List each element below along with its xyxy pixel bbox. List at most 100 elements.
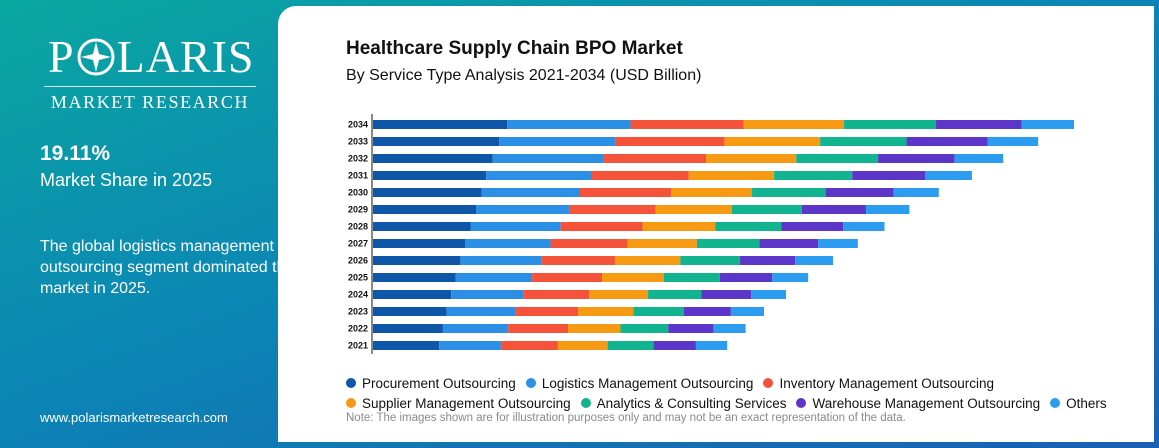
website-link[interactable]: www.polarismarketresearch.com bbox=[40, 410, 228, 425]
bar-segment bbox=[627, 239, 697, 248]
legend-label: Logistics Management Outsourcing bbox=[541, 375, 754, 391]
legend-item: Warehouse Management Outsourcing bbox=[796, 394, 1040, 412]
bar-segment bbox=[893, 188, 939, 197]
bar-segment bbox=[954, 154, 1004, 163]
bar-segment bbox=[550, 239, 628, 248]
legend-dot-icon bbox=[763, 378, 774, 388]
info-panel: P LARIS MARKET RESEARCH 19.11% Market Sh… bbox=[0, 0, 294, 448]
bar-segment bbox=[620, 324, 669, 333]
bar-segment bbox=[695, 341, 728, 350]
bar-segment bbox=[1021, 120, 1075, 129]
bar-segment bbox=[602, 273, 664, 282]
bar-segment bbox=[688, 171, 775, 180]
bar-segment bbox=[648, 290, 702, 299]
bar-segment bbox=[759, 239, 819, 248]
logo-divider bbox=[44, 86, 256, 87]
bar-segment bbox=[663, 273, 720, 282]
y-tick-label: 2027 bbox=[348, 239, 368, 249]
chart-title: Healthcare Supply Chain BPO Market bbox=[346, 38, 683, 59]
legend-item: Inventory Management Outsourcing bbox=[763, 374, 994, 392]
bar-segment bbox=[906, 137, 988, 146]
bar-segment bbox=[603, 154, 707, 163]
legend-dot-icon bbox=[1050, 398, 1061, 408]
bar-segment bbox=[373, 154, 493, 163]
bar-segment bbox=[499, 137, 616, 146]
brand-logo: P LARIS bbox=[48, 30, 255, 83]
y-tick-label: 2032 bbox=[348, 154, 368, 164]
bar-segment bbox=[557, 341, 608, 350]
legend-label: Analytics & Consulting Services bbox=[596, 395, 787, 411]
bar-segment bbox=[507, 120, 631, 129]
bar-segment bbox=[373, 239, 465, 248]
bar-segment bbox=[515, 307, 579, 316]
bar-segment bbox=[541, 256, 615, 265]
disclaimer-note: Note: The images shown are for illustrat… bbox=[346, 412, 906, 424]
y-tick-label: 2028 bbox=[348, 222, 368, 232]
bar-segment bbox=[630, 120, 744, 129]
bar-segment bbox=[591, 171, 689, 180]
bar-segment bbox=[671, 188, 753, 197]
bar-segment bbox=[373, 256, 461, 265]
bar-segment bbox=[825, 188, 894, 197]
bar-segment bbox=[752, 188, 826, 197]
bar-segment bbox=[668, 324, 714, 333]
bar-segment bbox=[724, 137, 821, 146]
bar-segment bbox=[655, 205, 732, 214]
bar-segment bbox=[481, 188, 580, 197]
legend-label: Supplier Management Outsourcing bbox=[362, 395, 571, 411]
bar-segment bbox=[373, 222, 471, 231]
bar-segment bbox=[615, 137, 725, 146]
bar-segment bbox=[373, 273, 456, 282]
y-tick-label: 2022 bbox=[348, 324, 368, 334]
legend-item: Procurement Outsourcing bbox=[346, 374, 516, 392]
bar-segment bbox=[446, 307, 516, 316]
bar-segment bbox=[439, 341, 501, 350]
stacked-bar-chart: 2034 2033 2032 2031 2030 2029 2028 2027 2026 2025… bbox=[348, 114, 1075, 354]
bar-segment bbox=[731, 205, 802, 214]
legend-dot-icon bbox=[346, 378, 356, 388]
legend-item: Others bbox=[1050, 394, 1107, 412]
bar-segment bbox=[719, 273, 773, 282]
segment-description: The global logistics management outsourc… bbox=[40, 238, 295, 297]
bar-segment bbox=[451, 290, 524, 299]
bar-segment bbox=[373, 171, 487, 180]
y-tick-label: 2033 bbox=[348, 137, 368, 147]
bar-segment bbox=[715, 222, 782, 231]
y-tick-label: 2034 bbox=[348, 120, 368, 130]
bar-segment bbox=[696, 239, 760, 248]
bar-segment bbox=[843, 222, 885, 231]
bar-segment bbox=[774, 171, 853, 180]
bar-segment bbox=[580, 188, 672, 197]
y-tick-label: 2023 bbox=[348, 307, 368, 317]
bar-segment bbox=[532, 273, 603, 282]
y-tick-label: 2031 bbox=[348, 171, 368, 181]
bar-segment bbox=[523, 290, 590, 299]
y-tick-label: 2029 bbox=[348, 205, 368, 215]
legend-dot-icon bbox=[525, 378, 536, 388]
legend-dot-icon bbox=[346, 398, 356, 408]
legend-label: Warehouse Management Outsourcing bbox=[812, 395, 1041, 411]
bar-segment bbox=[470, 222, 561, 231]
bar-segment bbox=[653, 341, 696, 350]
y-tick-label: 2030 bbox=[348, 188, 368, 198]
bar-segment bbox=[795, 256, 833, 265]
y-tick-label: 2024 bbox=[348, 290, 368, 300]
bar-segment bbox=[492, 154, 604, 163]
bar-segment bbox=[500, 341, 558, 350]
bar-segment bbox=[373, 290, 452, 299]
bar-segment bbox=[781, 222, 844, 231]
bar-segment bbox=[568, 324, 621, 333]
bar-segment bbox=[373, 205, 477, 214]
bar-segment bbox=[560, 222, 643, 231]
bar-segment bbox=[373, 120, 508, 129]
legend-label: Others bbox=[1066, 395, 1107, 411]
bar-segment bbox=[713, 324, 746, 333]
chart-subtitle: By Service Type Analysis 2021-2034 (USD … bbox=[346, 67, 702, 84]
legend-item: Analytics & Consulting Services bbox=[580, 394, 787, 412]
bar-segment bbox=[866, 205, 910, 214]
legend-item: Supplier Management Outsourcing bbox=[346, 394, 571, 412]
bar-segment bbox=[642, 222, 716, 231]
bar-segment bbox=[373, 324, 443, 333]
market-share-value: 19.11% bbox=[40, 142, 111, 165]
legend-dot-icon bbox=[796, 398, 807, 408]
